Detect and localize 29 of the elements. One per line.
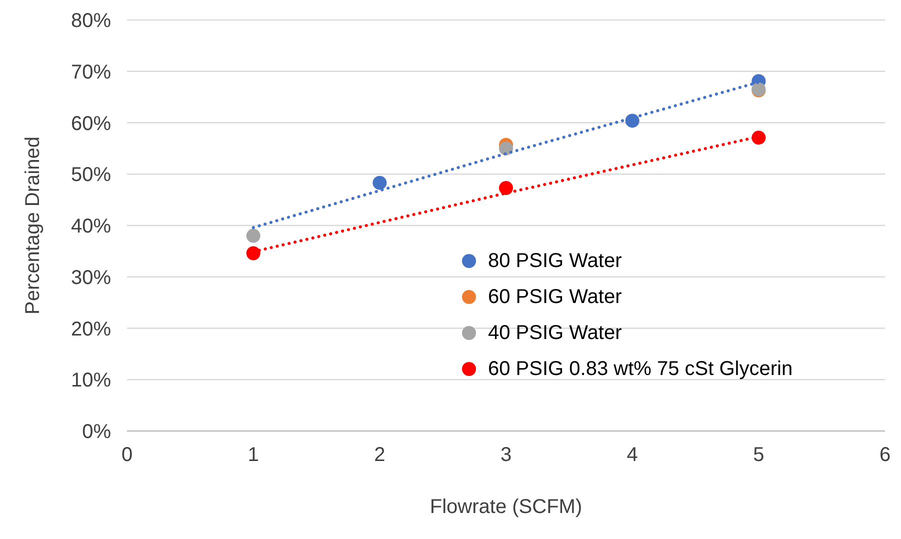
y-tick-label: 30% bbox=[70, 266, 112, 289]
point bbox=[752, 130, 766, 145]
y-tick-label: 10% bbox=[70, 370, 112, 392]
x-axis-title: Flowrate (SCFM) bbox=[430, 496, 582, 518]
y-tick-label: 40% bbox=[70, 216, 112, 238]
y-tick-label: 80% bbox=[70, 10, 112, 32]
y-tick-label: 50% bbox=[70, 164, 112, 186]
y-tick-label: 20% bbox=[70, 318, 112, 340]
point bbox=[499, 180, 513, 195]
x-tick-label: 2 bbox=[374, 444, 386, 466]
legend-label: 60 PSIG Water bbox=[488, 285, 622, 310]
point bbox=[246, 228, 260, 243]
x-tick-label: 1 bbox=[248, 444, 259, 466]
y-tick-label: 70% bbox=[70, 61, 112, 84]
legend-label: 60 PSIG 0.83 wt% 75 cSt Glycerin bbox=[488, 357, 793, 382]
x-tick-label: 4 bbox=[626, 444, 638, 466]
y-tick-label: 60% bbox=[70, 112, 112, 135]
point bbox=[499, 141, 513, 156]
x-tick-label: 3 bbox=[500, 444, 512, 466]
point bbox=[246, 246, 260, 260]
y-axis-title: Percentage Drained bbox=[22, 136, 44, 314]
legend-label: 80 PSIG Water bbox=[488, 249, 622, 274]
point bbox=[372, 176, 387, 190]
y-tick-label: 0% bbox=[82, 421, 112, 443]
point bbox=[625, 114, 640, 128]
x-tick-label: 0 bbox=[121, 444, 133, 466]
x-tick-label: 5 bbox=[753, 444, 764, 466]
legend-label: 40 PSIG Water bbox=[488, 321, 622, 346]
x-tick-label: 6 bbox=[879, 444, 891, 466]
